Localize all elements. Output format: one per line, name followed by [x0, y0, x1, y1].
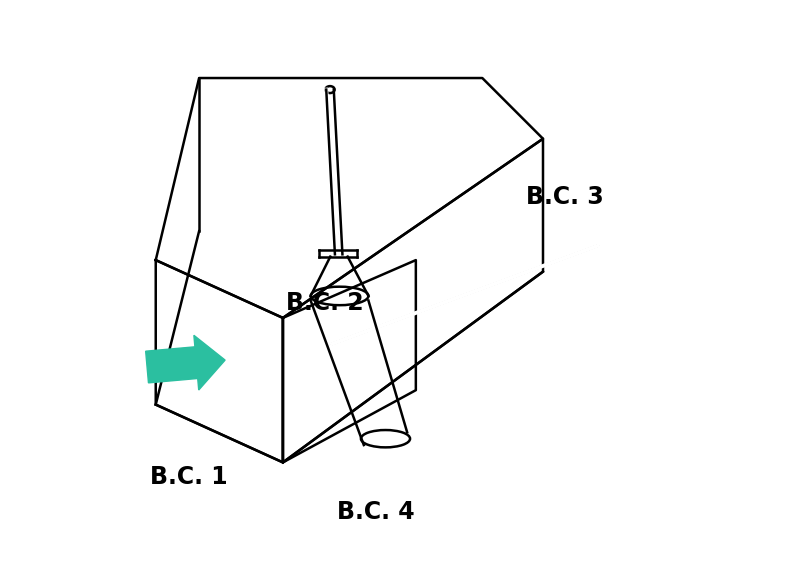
Text: B.C. 1: B.C. 1 [150, 465, 228, 489]
Text: B.C. 3: B.C. 3 [526, 184, 603, 209]
FancyArrow shape [146, 335, 225, 390]
Text: B.C. 4: B.C. 4 [336, 499, 414, 524]
Text: B.C. 2: B.C. 2 [286, 291, 363, 316]
